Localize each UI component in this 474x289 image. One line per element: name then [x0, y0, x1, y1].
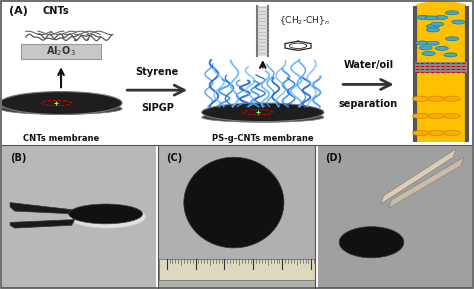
- Text: (B): (B): [10, 153, 27, 163]
- Polygon shape: [389, 157, 464, 208]
- Text: $\{$CH$_2$-CH$\}_n$: $\{$CH$_2$-CH$\}_n$: [279, 14, 330, 27]
- Text: Al$_2$O$_3$: Al$_2$O$_3$: [46, 45, 76, 58]
- Circle shape: [422, 51, 435, 55]
- Text: CNTs membrane: CNTs membrane: [23, 134, 99, 143]
- Bar: [159, 259, 315, 280]
- Ellipse shape: [415, 1, 467, 10]
- Bar: [415, 73, 467, 142]
- Bar: [415, 62, 467, 73]
- Circle shape: [416, 15, 429, 19]
- Text: PS-g-CNTs membrane: PS-g-CNTs membrane: [212, 134, 314, 143]
- Circle shape: [452, 20, 465, 24]
- Circle shape: [412, 96, 429, 101]
- Text: 17: 17: [278, 269, 287, 275]
- Bar: [257, 6, 268, 56]
- Polygon shape: [10, 220, 75, 228]
- Text: 16: 16: [249, 269, 258, 275]
- Ellipse shape: [69, 204, 143, 224]
- Bar: [415, 6, 467, 62]
- Circle shape: [416, 41, 428, 45]
- Circle shape: [444, 53, 457, 57]
- Circle shape: [426, 41, 439, 45]
- Circle shape: [419, 46, 432, 50]
- Circle shape: [184, 157, 284, 248]
- Text: 15: 15: [220, 269, 229, 275]
- Circle shape: [446, 11, 459, 15]
- Polygon shape: [10, 203, 75, 214]
- Ellipse shape: [0, 92, 122, 114]
- Polygon shape: [381, 149, 456, 204]
- Circle shape: [444, 96, 460, 101]
- Text: (C): (C): [167, 153, 183, 163]
- Circle shape: [428, 113, 445, 118]
- Ellipse shape: [339, 227, 404, 258]
- Circle shape: [412, 113, 429, 118]
- Circle shape: [446, 37, 459, 41]
- Text: 18: 18: [307, 269, 316, 275]
- Ellipse shape: [202, 112, 324, 122]
- Circle shape: [425, 16, 438, 20]
- Ellipse shape: [0, 103, 122, 114]
- Circle shape: [435, 46, 448, 50]
- Text: CNTs: CNTs: [42, 6, 69, 16]
- Text: separation: separation: [339, 99, 398, 109]
- Text: Water/oil: Water/oil: [343, 60, 393, 70]
- Circle shape: [412, 130, 429, 136]
- Text: (A): (A): [9, 6, 28, 16]
- Circle shape: [426, 24, 439, 28]
- Circle shape: [444, 113, 460, 118]
- Text: (D): (D): [325, 153, 342, 163]
- Ellipse shape: [69, 205, 146, 228]
- Ellipse shape: [202, 103, 324, 122]
- Circle shape: [444, 130, 460, 136]
- Circle shape: [434, 16, 447, 19]
- Circle shape: [428, 96, 445, 101]
- Text: Styrene: Styrene: [136, 67, 179, 77]
- Text: SIPGP: SIPGP: [141, 103, 173, 113]
- Text: 14: 14: [191, 269, 200, 275]
- Circle shape: [431, 22, 444, 26]
- Bar: [21, 44, 101, 59]
- Circle shape: [427, 28, 439, 32]
- Text: 13: 13: [162, 269, 171, 275]
- Circle shape: [428, 130, 445, 136]
